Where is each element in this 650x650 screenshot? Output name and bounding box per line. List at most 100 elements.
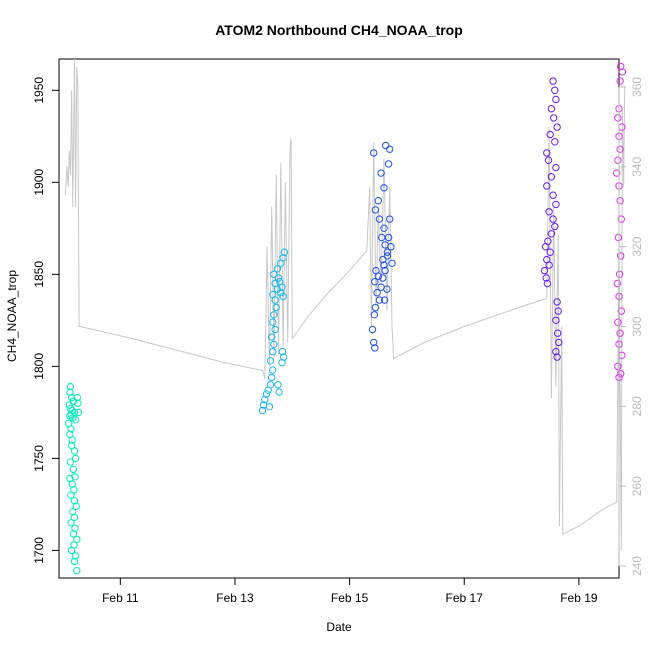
right-axis-trace-line [64, 58, 626, 551]
data-point [540, 266, 549, 275]
data-point [543, 182, 551, 190]
data-point [271, 279, 279, 288]
right-tick-label: 300 [630, 316, 644, 336]
y-tick-label: 1900 [32, 169, 46, 196]
data-point [617, 370, 625, 378]
right-tick-label: 260 [630, 476, 644, 496]
data-point [279, 292, 287, 301]
y-tick-label: 1800 [32, 353, 46, 380]
data-point [383, 252, 392, 260]
right-tick-label: 360 [630, 77, 644, 97]
data-point [554, 329, 562, 337]
data-point [378, 233, 386, 242]
data-point [276, 278, 284, 286]
data-point [553, 353, 561, 361]
data-point [280, 248, 288, 256]
data-point [73, 535, 81, 544]
data-point [269, 366, 277, 374]
data-point [551, 86, 559, 95]
data-point [616, 329, 624, 337]
data-point [614, 362, 622, 371]
data-point [380, 224, 388, 233]
y-tick-label: 1700 [32, 537, 46, 564]
data-point [541, 243, 550, 251]
data-point [614, 156, 622, 164]
data-point [74, 399, 82, 407]
data-point [70, 557, 79, 566]
data-point [544, 156, 553, 164]
right-tick-label: 320 [630, 236, 644, 256]
y-tick-label: 1950 [32, 77, 46, 104]
data-point [74, 408, 83, 417]
right-axis-trace [64, 58, 626, 551]
data-point [268, 333, 276, 341]
data-point [542, 274, 550, 282]
data-point [554, 307, 562, 315]
data-point [552, 347, 560, 356]
data-point [549, 191, 557, 199]
data-point [388, 259, 396, 267]
data-point [375, 296, 384, 304]
data-point [270, 270, 278, 278]
data-point [618, 68, 627, 76]
series-1 [65, 382, 83, 575]
data-point [269, 290, 277, 299]
x-tick-label: Feb 19 [560, 591, 598, 605]
data-point [617, 215, 625, 223]
data-point [380, 261, 388, 269]
data-point [617, 307, 625, 315]
y-tick-label: 1750 [32, 445, 46, 472]
data-point [65, 401, 74, 409]
data-point [266, 381, 275, 389]
data-point [616, 145, 624, 153]
data-point [379, 274, 387, 282]
data-point [614, 318, 622, 326]
data-point [66, 382, 75, 391]
data-point [370, 311, 378, 319]
data-point [71, 473, 79, 481]
data-point [384, 233, 393, 242]
plot-frame [58, 58, 620, 579]
data-point [613, 279, 621, 288]
data-point [545, 208, 553, 216]
data-point [370, 149, 378, 157]
chart-title: ATOM2 Northbound CH4_NOAA_trop [215, 22, 463, 38]
x-tick-label: Feb 17 [446, 591, 484, 605]
data-point [269, 318, 277, 326]
data-point [546, 248, 554, 256]
data-point [368, 325, 377, 334]
data-point [69, 530, 78, 538]
data-point [547, 230, 556, 238]
data-point [553, 123, 561, 131]
data-point [262, 390, 271, 398]
data-point [66, 458, 75, 466]
data-point [71, 552, 80, 560]
data-point [270, 311, 278, 319]
data-point [278, 347, 287, 356]
data-point [382, 141, 390, 150]
data-point [271, 325, 279, 334]
data-point [549, 215, 557, 223]
data-point [386, 145, 394, 153]
data-point [549, 77, 557, 85]
data-point [67, 519, 75, 527]
data-point [547, 105, 556, 113]
data-point [265, 403, 274, 411]
x-axis-label: Date [326, 620, 352, 634]
data-point [71, 416, 80, 424]
x-tick-label: Feb 11 [102, 591, 139, 605]
data-point [69, 397, 78, 405]
series-2 [258, 248, 288, 415]
data-point [71, 454, 80, 463]
data-point [387, 243, 395, 251]
data-point [383, 285, 391, 293]
right-axis: 240 260 280 300 320 340 360 [618, 77, 644, 576]
data-point [270, 340, 278, 348]
data-point [379, 255, 387, 264]
data-point [371, 344, 379, 352]
data-point [69, 465, 78, 474]
data-point [273, 265, 282, 273]
data-point [553, 298, 561, 306]
y-tick-label: 1850 [32, 261, 46, 288]
data-point [68, 436, 76, 444]
